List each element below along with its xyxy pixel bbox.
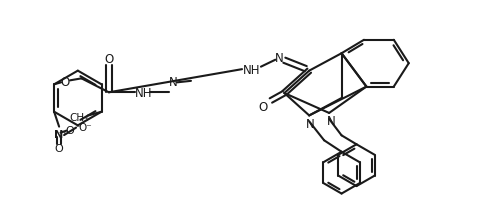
Text: NH: NH xyxy=(243,63,261,76)
Text: N: N xyxy=(327,114,335,127)
Text: N: N xyxy=(169,76,178,88)
Text: N: N xyxy=(275,52,284,64)
Text: O: O xyxy=(55,143,63,153)
Text: O⁻: O⁻ xyxy=(78,122,92,132)
Text: N: N xyxy=(306,117,314,130)
Text: NH: NH xyxy=(135,86,152,99)
Text: O: O xyxy=(258,101,267,114)
Text: O: O xyxy=(66,125,74,135)
Text: ⁺: ⁺ xyxy=(62,129,66,138)
Text: O: O xyxy=(60,76,70,88)
Text: N: N xyxy=(54,129,64,139)
Text: CH₃: CH₃ xyxy=(69,112,89,122)
Text: ⁻: ⁻ xyxy=(76,123,80,133)
Text: O: O xyxy=(104,53,113,66)
